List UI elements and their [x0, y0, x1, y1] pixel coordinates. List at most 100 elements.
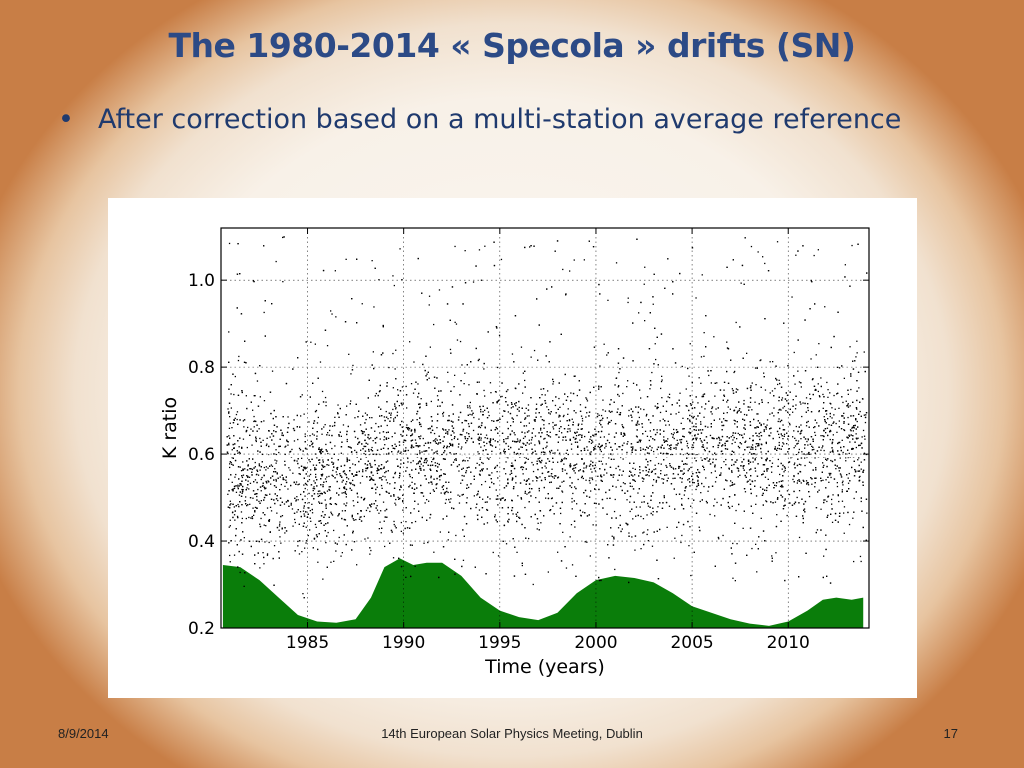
scatter-point — [504, 499, 506, 501]
scatter-point — [647, 505, 650, 507]
scatter-point — [497, 555, 500, 557]
scatter-point — [457, 494, 459, 496]
scatter-point — [498, 399, 500, 401]
scatter-point — [503, 487, 506, 489]
scatter-point — [359, 516, 361, 518]
scatter-point — [269, 436, 271, 438]
scatter-point — [641, 426, 644, 428]
scatter-point — [639, 389, 641, 391]
scatter-point — [367, 507, 369, 509]
scatter-point — [416, 463, 418, 465]
scatter-point — [484, 409, 486, 411]
scatter-point — [860, 461, 862, 463]
scatter-point — [545, 446, 547, 449]
scatter-point — [687, 447, 689, 449]
scatter-point — [571, 501, 573, 503]
scatter-point — [811, 483, 813, 485]
scatter-point — [439, 479, 441, 481]
scatter-point — [505, 461, 507, 463]
scatter-point — [378, 512, 380, 514]
scatter-point — [562, 439, 564, 441]
scatter-point — [599, 447, 601, 449]
scatter-point — [394, 502, 396, 504]
scatter-point — [524, 246, 526, 249]
scatter-point — [259, 523, 261, 525]
scatter-point — [830, 430, 832, 432]
scatter-point — [740, 282, 742, 284]
scatter-point — [710, 382, 712, 384]
scatter-point — [238, 550, 240, 553]
scatter-point — [322, 511, 324, 513]
scatter-point — [451, 445, 454, 447]
scatter-point — [574, 526, 576, 528]
scatter-point — [232, 503, 234, 505]
scatter-point — [343, 503, 345, 505]
scatter-point — [338, 434, 340, 436]
scatter-point — [392, 557, 395, 559]
scatter-point — [729, 485, 731, 487]
scatter-point — [241, 476, 244, 479]
scatter-point — [755, 448, 757, 451]
scatter-point — [303, 491, 305, 493]
scatter-point — [719, 474, 721, 476]
scatter-point — [657, 406, 659, 409]
scatter-point — [237, 484, 239, 486]
scatter-point — [786, 443, 788, 445]
scatter-point — [644, 266, 646, 268]
scatter-point — [621, 449, 623, 451]
scatter-point — [739, 434, 741, 436]
scatter-point — [613, 538, 615, 540]
scatter-point — [848, 435, 851, 437]
scatter-point — [720, 472, 722, 474]
scatter-point — [795, 439, 797, 442]
scatter-point — [584, 489, 587, 492]
scatter-point — [312, 547, 314, 549]
scatter-point — [352, 463, 354, 465]
scatter-point — [417, 257, 419, 260]
scatter-point — [386, 382, 388, 384]
scatter-point — [774, 387, 776, 390]
scatter-point — [609, 411, 612, 413]
scatter-point — [798, 463, 801, 465]
scatter-point — [507, 389, 509, 391]
scatter-point — [313, 480, 315, 482]
scatter-point — [807, 453, 809, 455]
scatter-point — [860, 500, 862, 503]
scatter-point — [398, 444, 401, 446]
scatter-point — [271, 465, 274, 467]
scatter-point — [793, 430, 795, 432]
scatter-point — [572, 492, 574, 495]
scatter-point — [659, 420, 661, 422]
scatter-point — [389, 483, 391, 485]
scatter-point — [578, 380, 580, 382]
scatter-point — [361, 443, 363, 445]
scatter-point — [360, 458, 362, 460]
scatter-point — [549, 450, 551, 452]
scatter-point — [397, 389, 399, 391]
scatter-point — [832, 449, 834, 451]
scatter-point — [453, 432, 455, 434]
scatter-point — [557, 476, 560, 478]
scatter-point — [353, 430, 356, 433]
scatter-point — [700, 432, 703, 434]
scatter-point — [848, 452, 850, 455]
scatter-point — [298, 483, 300, 485]
scatter-point — [597, 475, 599, 477]
scatter-point — [466, 484, 468, 486]
scatter-point — [518, 441, 521, 443]
scatter-point — [499, 452, 502, 454]
scatter-point — [795, 515, 798, 517]
scatter-point — [228, 388, 230, 390]
scatter-point — [681, 365, 683, 368]
scatter-point — [532, 464, 534, 466]
scatter-point — [229, 466, 231, 469]
scatter-point — [503, 448, 506, 450]
scatter-point — [691, 446, 693, 448]
scatter-point — [256, 470, 259, 472]
scatter-point — [857, 243, 859, 245]
scatter-point — [560, 426, 562, 428]
scatter-point — [534, 435, 537, 437]
scatter-point — [407, 457, 409, 460]
scatter-point — [512, 465, 514, 467]
scatter-point — [724, 419, 726, 422]
